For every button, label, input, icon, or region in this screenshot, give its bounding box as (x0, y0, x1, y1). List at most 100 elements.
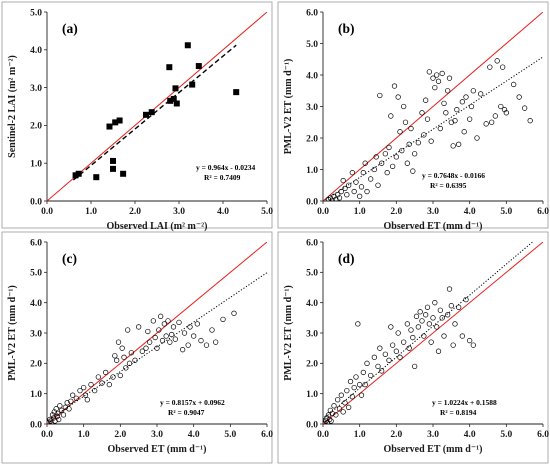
data-point (412, 363, 418, 370)
data-point (51, 409, 57, 415)
x-tick-label: 4.0 (464, 207, 476, 217)
data-point (110, 157, 116, 164)
chart-panel: 0.0 1.0 2.0 3.0 4.0 5.0 6.0 0.0 1.0 2.0 3.0 4.0 5.0 6… (277, 1, 549, 232)
one-to-one-line (47, 12, 267, 201)
y-tick-label: 0.0 (30, 197, 42, 207)
data-point (194, 321, 200, 327)
y-tick-label: 4.0 (30, 299, 42, 309)
data-point (450, 143, 456, 149)
data-point (172, 85, 179, 92)
y-tick-label: 0.0 (306, 420, 318, 430)
data-point (503, 110, 509, 116)
x-tick-label: 4.0 (188, 430, 200, 440)
panel-label: (b) (338, 21, 355, 36)
data-point (119, 345, 125, 351)
data-point (375, 363, 381, 370)
data-point (402, 119, 409, 125)
x-tick-label: 5.0 (261, 207, 273, 217)
data-point (75, 170, 82, 177)
data-point (404, 160, 410, 166)
data-point (432, 84, 438, 91)
chart-panel: 0.0 1.0 2.0 3.0 4.0 5.0 0.0 1.0 2.0 3.0 4.0 5.0 Obse… (1, 1, 273, 232)
data-point (64, 400, 70, 406)
panel-label: (c) (62, 251, 77, 266)
data-point (446, 286, 453, 292)
y-tick-label: 6.0 (306, 8, 318, 18)
data-point (231, 310, 237, 316)
data-point (340, 177, 346, 184)
r-squared: R² = 0.6395 (430, 181, 467, 190)
data-point (180, 347, 186, 353)
data-point (88, 381, 94, 388)
data-point (139, 348, 145, 354)
data-point (467, 337, 473, 344)
data-point (50, 415, 57, 421)
data-point (377, 92, 383, 99)
y-tick-label: 4.0 (306, 299, 318, 309)
x-tick-label: 2.0 (390, 207, 402, 217)
data-point (72, 172, 79, 179)
x-tick-label: 0.0 (317, 207, 329, 217)
fit-line (323, 56, 543, 201)
data-point (156, 327, 162, 333)
data-point (189, 81, 196, 88)
data-point (467, 116, 473, 122)
x-axis-title: Observed ET (mm d⁻¹) (384, 444, 483, 455)
data-point (454, 106, 460, 113)
data-point (459, 99, 465, 105)
x-tick-label: 3.0 (173, 207, 185, 217)
y-tick-label: 2.0 (30, 122, 42, 132)
y-tick-label: 5.0 (306, 269, 318, 279)
data-point (349, 394, 355, 400)
y-tick-label: 5.0 (30, 269, 42, 279)
data-point (338, 392, 344, 398)
y-tick-label: 1.0 (306, 166, 318, 176)
data-point (195, 63, 202, 70)
data-point (393, 154, 399, 160)
data-point (233, 89, 240, 96)
data-point (423, 312, 429, 318)
data-point (213, 339, 219, 345)
fit-line (323, 242, 533, 420)
data-point (351, 384, 357, 391)
y-tick-label: 6.0 (30, 238, 42, 248)
data-point (351, 188, 357, 195)
data-point (401, 103, 407, 110)
chart-panel: 0.0 1.0 2.0 3.0 4.0 5.0 6.0 0.0 1.0 2.0 3.0 4.0 5.0 6… (277, 231, 549, 464)
data-point (57, 403, 63, 409)
data-point (456, 304, 462, 310)
y-tick-label: 5.0 (30, 8, 42, 18)
data-point (161, 321, 167, 327)
x-tick-label: 3.0 (427, 430, 439, 440)
data-point (527, 118, 533, 124)
data-point (143, 345, 149, 351)
x-tick-label: 2.0 (390, 430, 402, 440)
data-point (406, 345, 412, 351)
y-axis-title: PML-V2 ET (mm d⁻¹) (7, 285, 18, 381)
data-point (47, 419, 52, 424)
x-axis-title: Observed LAI (m² m⁻²) (107, 221, 208, 232)
data-point (152, 334, 158, 341)
data-point (154, 345, 160, 351)
data-point (415, 140, 421, 146)
data-point (220, 316, 226, 323)
data-point (450, 342, 456, 348)
data-point (401, 339, 407, 345)
data-point (386, 357, 392, 363)
y-tick-label: 1.0 (30, 390, 42, 400)
data-point (452, 118, 458, 124)
x-tick-label: 6.0 (537, 430, 549, 440)
data-point (430, 315, 436, 321)
data-point (498, 103, 504, 110)
data-point (430, 75, 436, 81)
chart-panel: 0.0 1.0 2.0 3.0 4.0 5.0 6.0 0.0 1.0 2.0 3.0 4.0 5.0 6… (1, 231, 273, 464)
data-point (342, 400, 348, 406)
x-tick-label: 4.0 (464, 430, 476, 440)
data-point (333, 412, 339, 418)
data-point (432, 300, 438, 306)
y-tick-label: 4.0 (30, 46, 42, 56)
data-point (358, 184, 365, 190)
data-point (329, 410, 335, 417)
plot-area (323, 12, 543, 201)
data-point (335, 397, 341, 403)
